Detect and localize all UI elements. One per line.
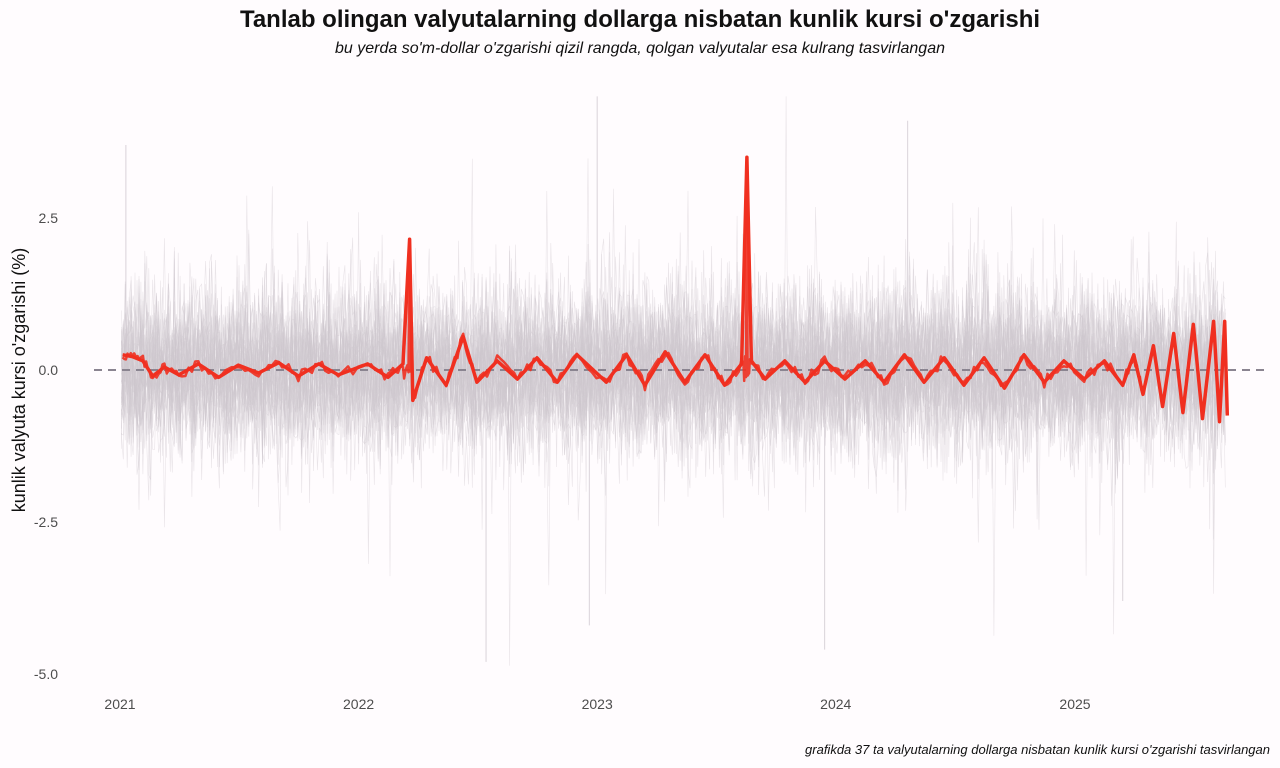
background-series-line xyxy=(121,218,1226,460)
background-series-line xyxy=(121,221,1226,444)
background-series-line xyxy=(121,186,1226,491)
background-series-line xyxy=(121,255,1226,490)
y-axis-title: kunlik valyuta kursi o'zgarishi (%) xyxy=(9,248,29,513)
background-series-line xyxy=(121,202,1226,666)
background-series-line xyxy=(121,241,1226,470)
x-tick-label: 2022 xyxy=(343,696,374,712)
background-series-line xyxy=(121,253,1226,493)
y-tick-label: 0.0 xyxy=(39,362,59,378)
background-series-line xyxy=(121,224,1226,531)
chart-caption: grafikda 37 ta valyutalarning dollarga n… xyxy=(805,742,1270,757)
highlight-series-noise xyxy=(121,160,1229,423)
background-series-line xyxy=(121,271,1226,478)
chart-subtitle: bu yerda so'm-dollar o'zgarishi qizil ra… xyxy=(335,40,945,57)
background-series-line xyxy=(121,190,1226,489)
x-tick-label: 2021 xyxy=(104,696,135,712)
background-series-line xyxy=(121,242,1226,564)
background-series-line xyxy=(121,229,1226,636)
background-series-line xyxy=(121,207,1226,472)
background-series-line xyxy=(121,237,1226,521)
background-series-line xyxy=(121,247,1226,488)
background-series-line xyxy=(121,273,1226,577)
background-series-line xyxy=(121,188,1226,540)
background-series-line xyxy=(121,248,1226,488)
y-axis-ticks: 2.5 0.0 -2.5 -5.0 xyxy=(34,210,58,682)
background-series-line xyxy=(121,158,1226,635)
y-tick-label: -2.5 xyxy=(34,514,58,530)
background-series-line xyxy=(121,225,1226,511)
background-series-line xyxy=(121,306,1226,430)
background-series-line xyxy=(121,272,1226,439)
background-series-line xyxy=(121,291,1226,442)
y-tick-label: -5.0 xyxy=(34,666,58,682)
background-series-line xyxy=(121,190,1226,594)
highlight-series-group xyxy=(121,155,1230,424)
background-series-line xyxy=(121,206,1226,543)
y-tick-label: 2.5 xyxy=(39,210,59,226)
chart-title: Tanlab olingan valyutalarning dollarga n… xyxy=(239,6,1041,33)
x-axis-ticks: 2021 2022 2023 2024 2025 xyxy=(104,696,1090,712)
x-tick-label: 2023 xyxy=(582,696,613,712)
background-series-line xyxy=(121,258,1226,465)
background-series-line xyxy=(121,221,1226,483)
background-series-line xyxy=(121,283,1226,464)
background-series-line xyxy=(121,258,1226,586)
background-series-group xyxy=(121,96,1226,666)
x-tick-label: 2024 xyxy=(820,696,851,712)
x-tick-label: 2025 xyxy=(1059,696,1090,712)
background-series-line xyxy=(121,195,1226,515)
